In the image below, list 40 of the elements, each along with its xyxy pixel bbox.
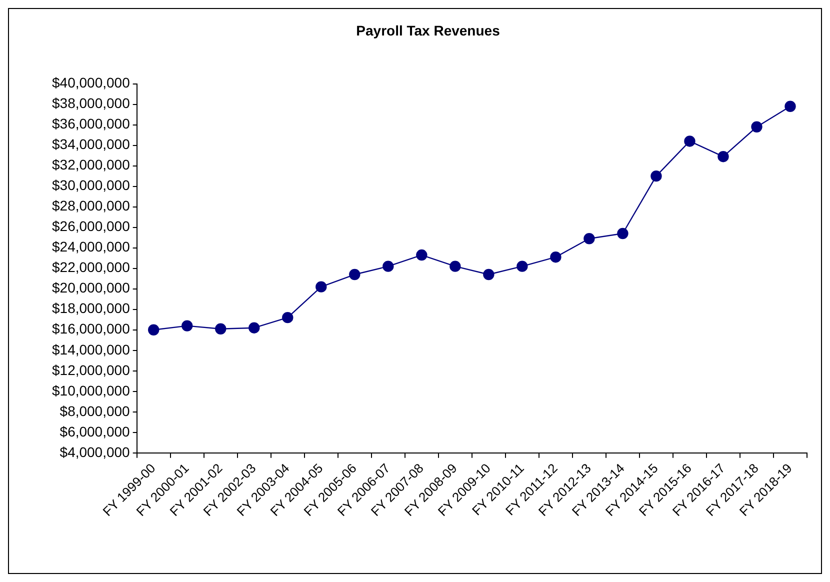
y-tick-label: $24,000,000 <box>52 238 130 255</box>
y-tick-label: $10,000,000 <box>52 382 130 398</box>
y-tick-label: $32,000,000 <box>52 156 130 173</box>
point <box>684 136 696 147</box>
point <box>650 170 662 182</box>
point <box>248 322 260 334</box>
point <box>784 100 796 112</box>
point <box>148 324 160 336</box>
y-tick-label: $12,000,000 <box>52 362 130 378</box>
point <box>550 251 562 263</box>
y-tick-label: $28,000,000 <box>52 198 130 214</box>
point <box>382 260 394 272</box>
y-tick-label: $20,000,000 <box>52 280 130 296</box>
y-tick-label: $38,000,000 <box>52 95 130 112</box>
point <box>450 260 461 272</box>
y-tick-label: $36,000,000 <box>52 116 130 132</box>
point <box>483 268 494 280</box>
y-tick-label: $18,000,000 <box>52 300 130 316</box>
chart-title: Payroll Tax Revenues <box>356 22 500 38</box>
point <box>282 312 294 324</box>
point <box>617 228 628 240</box>
point <box>316 281 327 292</box>
y-tick-label: $14,000,000 <box>52 341 130 358</box>
y-tick-label: $40,000,000 <box>52 74 130 91</box>
point <box>215 323 226 334</box>
y-tick-label: $34,000,000 <box>52 136 130 152</box>
y-tick-label: $30,000,000 <box>52 177 130 194</box>
point <box>718 151 729 162</box>
y-tick-label: $22,000,000 <box>52 259 130 276</box>
point <box>516 260 528 272</box>
y-tick-label: $8,000,000 <box>60 402 130 419</box>
y-tick-label: $26,000,000 <box>52 218 130 234</box>
point <box>751 121 762 132</box>
y-tick-label: $4,000,000 <box>60 444 130 460</box>
point <box>182 320 193 332</box>
point <box>349 268 360 280</box>
point <box>584 233 595 244</box>
y-tick-label: $6,000,000 <box>60 423 130 440</box>
point <box>416 249 428 261</box>
y-tick-label: $16,000,000 <box>52 320 130 337</box>
